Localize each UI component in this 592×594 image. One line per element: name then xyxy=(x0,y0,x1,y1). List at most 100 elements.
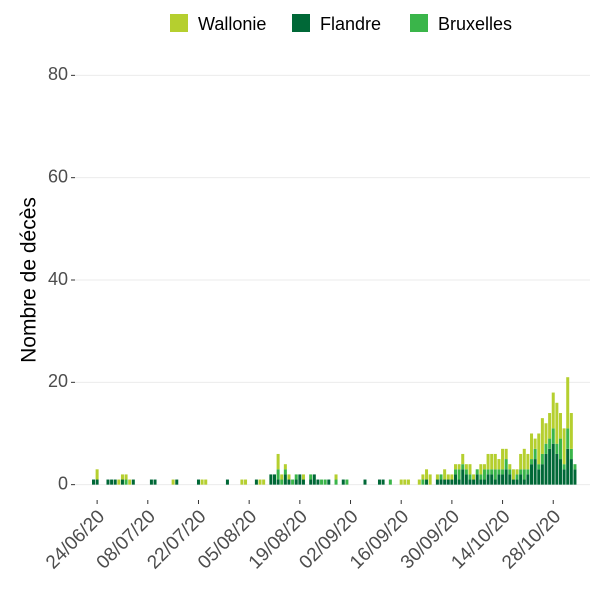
bar xyxy=(482,479,486,485)
bar xyxy=(501,469,505,475)
bar xyxy=(120,474,124,480)
bar xyxy=(475,469,479,475)
bar xyxy=(450,479,454,485)
bar xyxy=(468,474,472,480)
bar xyxy=(482,469,486,480)
bar xyxy=(544,423,548,444)
bar xyxy=(482,464,486,470)
bar xyxy=(428,474,432,485)
bar xyxy=(479,479,483,485)
bar xyxy=(320,479,324,485)
legend-swatch xyxy=(292,14,310,32)
bar xyxy=(522,448,526,470)
bar xyxy=(200,479,204,485)
bar xyxy=(497,469,501,475)
bar xyxy=(526,474,530,485)
bar xyxy=(566,448,570,485)
bar xyxy=(301,479,305,485)
bar xyxy=(406,479,410,485)
bar xyxy=(283,464,287,470)
bar xyxy=(417,479,421,485)
bar xyxy=(244,479,248,485)
bar xyxy=(457,479,461,485)
bar xyxy=(291,479,295,485)
bar xyxy=(454,474,457,485)
bar xyxy=(537,464,541,470)
bar xyxy=(555,402,559,444)
bar xyxy=(508,464,512,470)
bar xyxy=(486,474,490,485)
bar xyxy=(435,479,439,485)
bar xyxy=(468,464,472,475)
bar xyxy=(421,479,425,485)
bar xyxy=(113,479,117,485)
bar xyxy=(435,474,439,480)
bar xyxy=(439,474,443,480)
bar xyxy=(258,479,262,485)
bar xyxy=(294,474,298,480)
bar xyxy=(533,459,537,485)
bar xyxy=(566,428,570,449)
bar xyxy=(475,474,479,485)
bar xyxy=(117,479,121,485)
bar xyxy=(504,448,508,460)
bar xyxy=(446,479,450,485)
bar xyxy=(548,448,552,485)
bar xyxy=(540,453,544,465)
bar xyxy=(334,479,338,485)
bar xyxy=(461,469,465,485)
legend-swatch xyxy=(170,14,188,32)
bar xyxy=(519,474,523,485)
bar xyxy=(479,474,483,480)
legend-label: Bruxelles xyxy=(438,14,512,34)
bar xyxy=(461,464,465,470)
bar xyxy=(486,453,490,470)
bar xyxy=(262,479,266,485)
bar xyxy=(106,479,110,485)
bar xyxy=(540,464,544,485)
bar xyxy=(92,479,95,485)
bar xyxy=(573,464,577,470)
bar xyxy=(515,479,519,485)
bar xyxy=(486,469,490,475)
bar xyxy=(323,479,327,485)
bar xyxy=(225,479,229,485)
bar xyxy=(530,459,534,465)
bar xyxy=(497,459,501,470)
bar xyxy=(399,479,403,485)
bar xyxy=(569,448,573,460)
bar xyxy=(472,479,476,485)
bar xyxy=(501,474,505,485)
bar xyxy=(573,469,577,485)
bar xyxy=(171,479,175,485)
bar xyxy=(558,438,562,460)
bar xyxy=(298,474,302,485)
bar xyxy=(508,474,512,485)
bar xyxy=(454,469,457,475)
bar xyxy=(562,464,566,470)
bar xyxy=(283,469,287,475)
bar xyxy=(381,479,385,485)
bar xyxy=(110,479,114,485)
bar xyxy=(526,453,530,470)
bar xyxy=(530,433,534,460)
bar xyxy=(522,479,526,485)
bar xyxy=(276,479,280,485)
bar xyxy=(501,448,505,470)
bar xyxy=(479,464,483,475)
bar xyxy=(425,479,429,485)
bar xyxy=(540,418,544,454)
bar xyxy=(204,479,208,485)
bar xyxy=(327,479,331,485)
bar xyxy=(276,453,280,470)
bar xyxy=(490,469,494,475)
bar xyxy=(533,438,537,449)
y-tick-label: 80 xyxy=(48,64,68,84)
bar xyxy=(309,479,313,485)
bar xyxy=(280,479,284,485)
bar xyxy=(530,464,534,485)
bar xyxy=(196,479,200,485)
bar xyxy=(464,464,468,470)
bar xyxy=(457,469,461,480)
